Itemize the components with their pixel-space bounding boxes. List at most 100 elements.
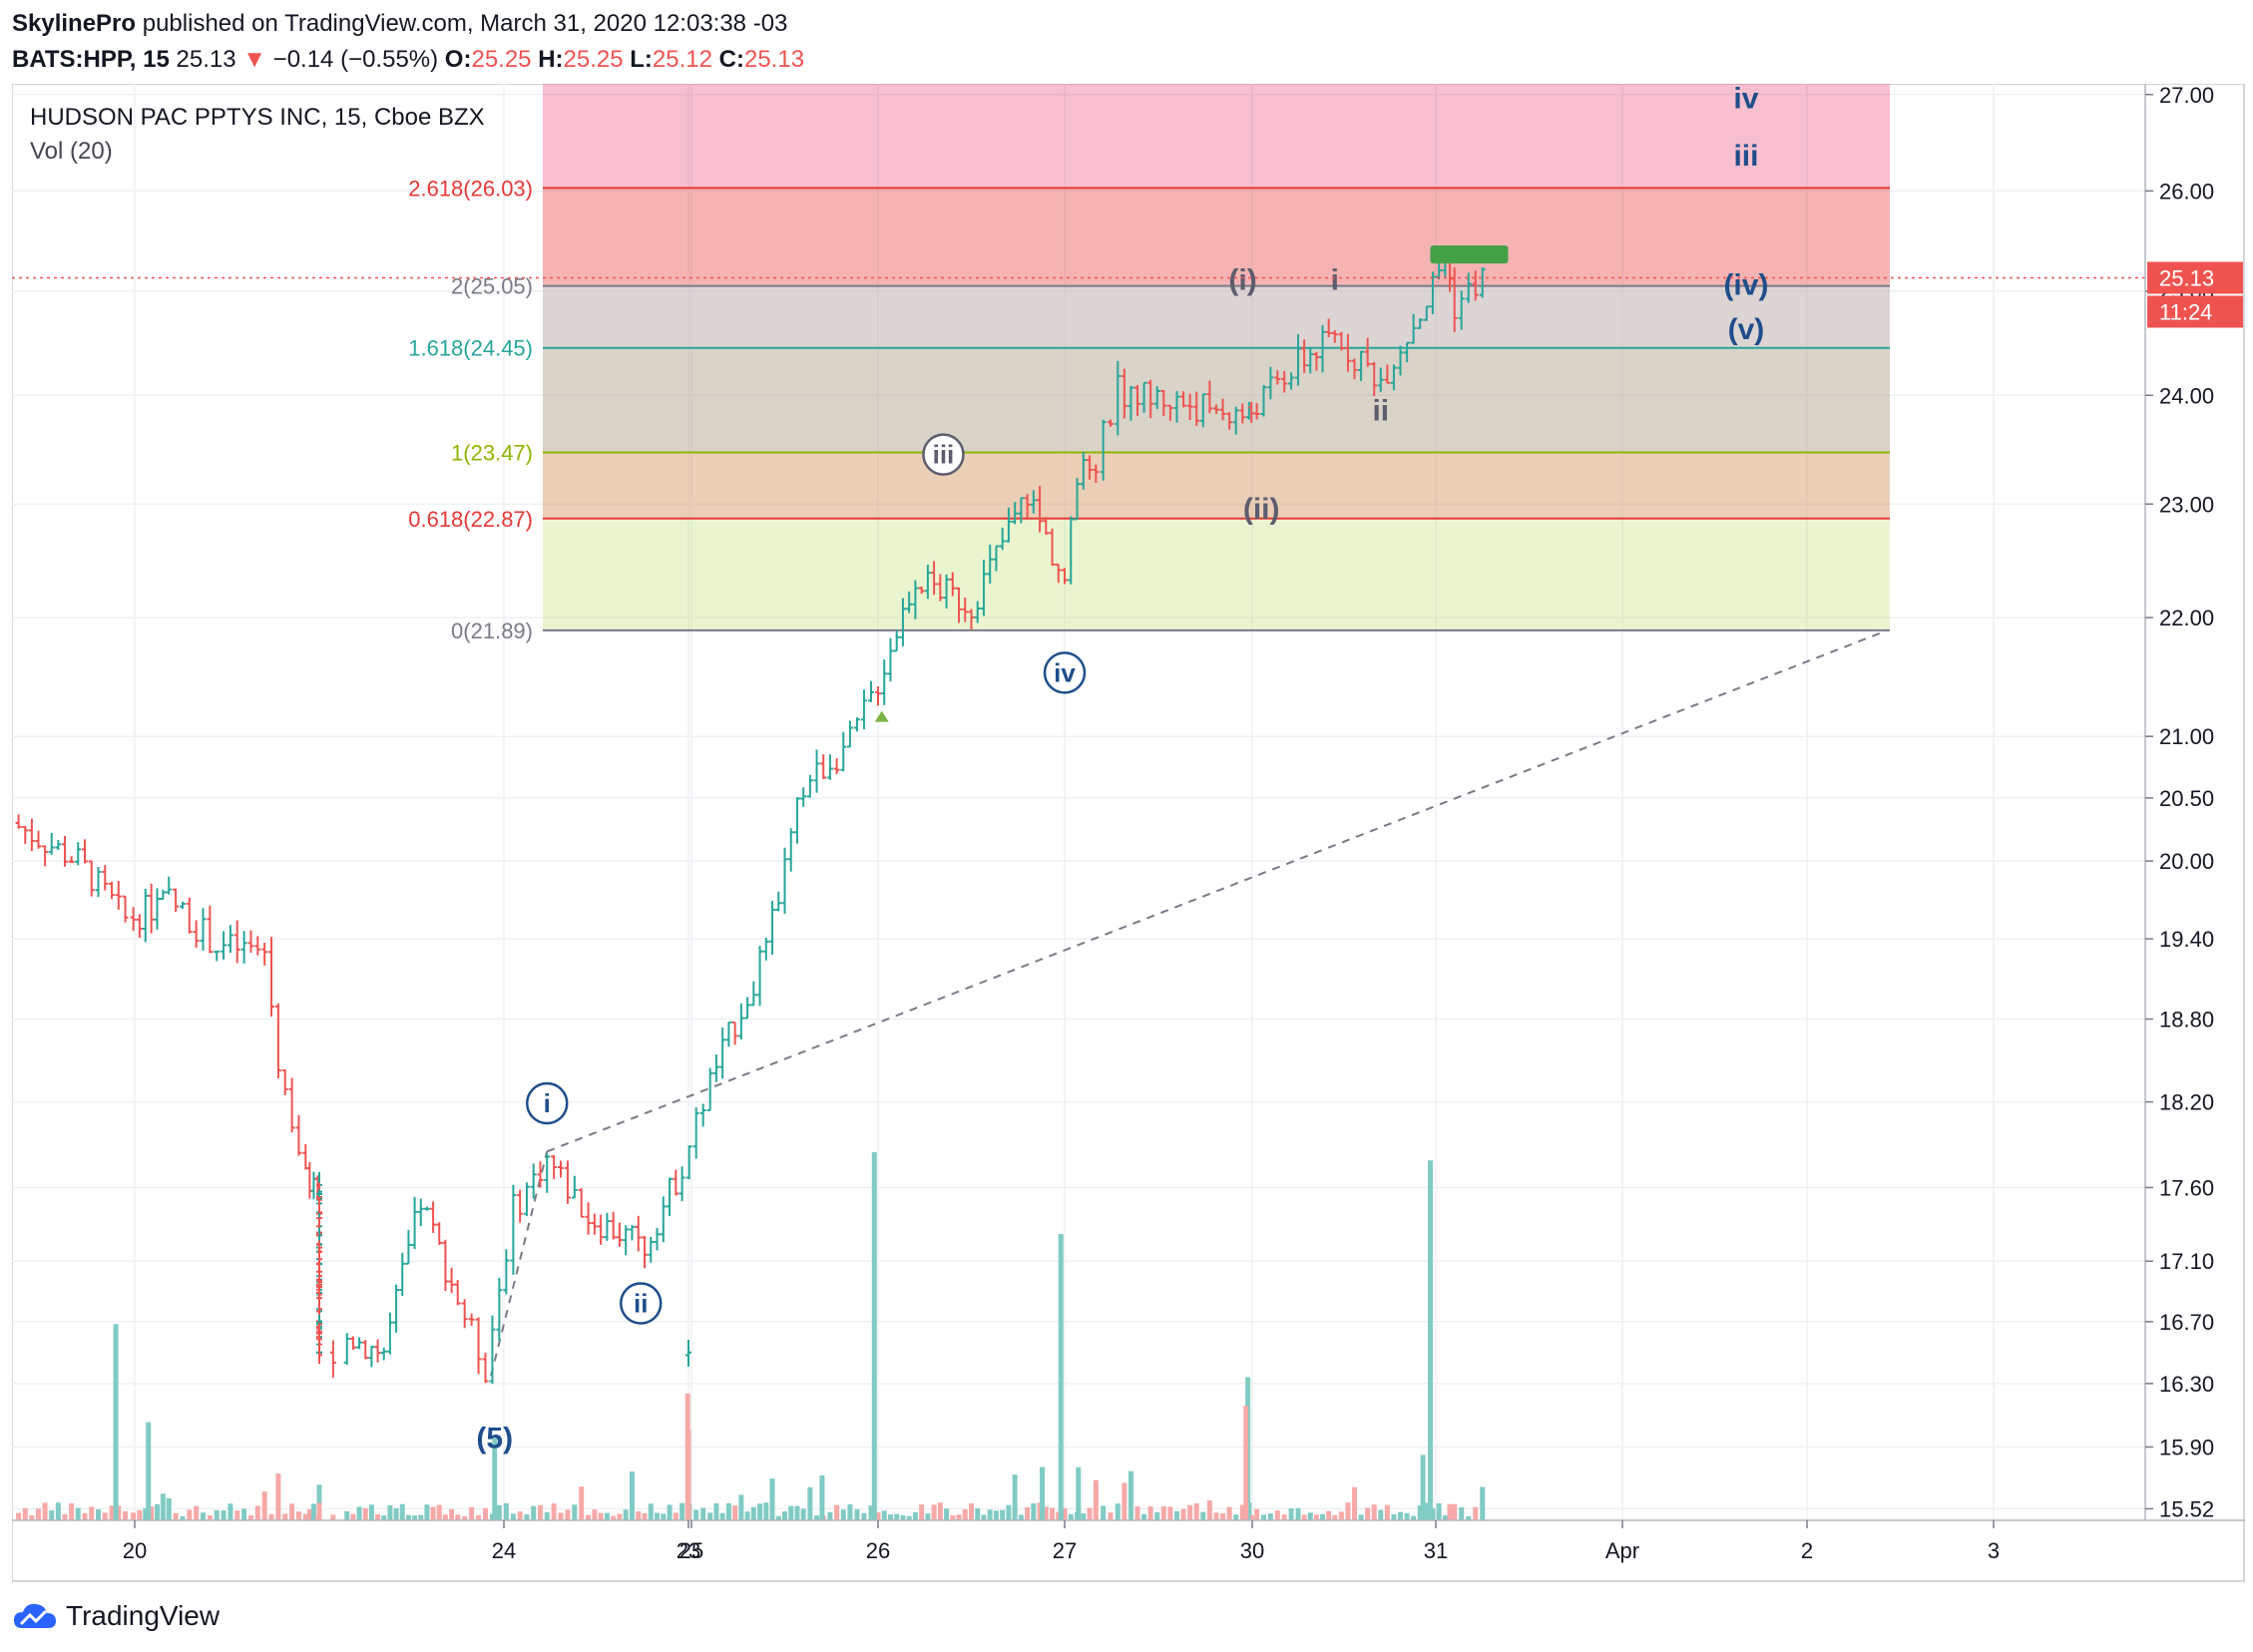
price-chart[interactable]: 2.618(26.03) 2(25.05) 1.618(24.45) 1(23.47)… <box>12 84 2245 1582</box>
price-tick-label: 16.70 <box>2159 1310 2214 1335</box>
volume-bar <box>375 1513 381 1520</box>
countdown-tag-label: 11:24 <box>2159 300 2212 325</box>
volume-bar <box>1006 1504 1012 1520</box>
volume-bar <box>430 1506 436 1520</box>
volume-bar <box>782 1511 787 1520</box>
volume-bar <box>1167 1506 1173 1520</box>
volume-bar <box>381 1515 387 1520</box>
volume-bar <box>744 1511 750 1520</box>
volume-bar <box>931 1504 937 1520</box>
price-tick-label: 15.52 <box>2159 1496 2214 1521</box>
volume-bar <box>173 1512 179 1520</box>
wave-label: (iv) <box>1723 269 1768 302</box>
volume-bar <box>1384 1504 1390 1520</box>
volume-bar <box>1313 1514 1319 1520</box>
volume-bar <box>1141 1513 1147 1520</box>
volume-bar <box>75 1507 81 1520</box>
volume-bar <box>750 1506 756 1520</box>
volume-bar <box>469 1506 475 1520</box>
volume-bar <box>1436 1502 1442 1520</box>
volume-bar <box>496 1504 502 1520</box>
volume-bar <box>82 1512 88 1520</box>
footer: TradingView <box>12 1596 411 1640</box>
volume-bar <box>648 1503 654 1520</box>
wave-circle <box>922 433 965 476</box>
quote-line: BATS:HPP, 15 25.13 ▼ −0.14 (−0.55%) O:25… <box>12 46 804 74</box>
volume-spike <box>492 1439 498 1520</box>
volume-bar <box>732 1505 738 1520</box>
tradingview-brand[interactable]: TradingView <box>66 1600 221 1631</box>
volume-bar <box>166 1497 172 1520</box>
volume-bar <box>1459 1506 1465 1520</box>
wave-label: i <box>1331 264 1339 297</box>
fib-extension: 2.618(26.03) 2(25.05) 1.618(24.45) 1(23.47)… <box>408 84 1890 643</box>
volume-bar <box>131 1512 137 1520</box>
volume-bar <box>894 1513 900 1520</box>
volume-bar <box>537 1504 543 1520</box>
volume-bar <box>861 1512 867 1520</box>
volume-bar <box>1254 1508 1260 1520</box>
price-tick-label: 20.00 <box>2159 849 2214 874</box>
volume-bar <box>306 1508 312 1520</box>
volume-bar <box>707 1512 713 1520</box>
volume-bar <box>1365 1507 1371 1520</box>
volume-spike <box>684 1393 690 1520</box>
wave-label: (ii) <box>1243 493 1280 526</box>
wave-label: ii <box>634 1288 648 1318</box>
close-value: 25.13 <box>743 46 805 73</box>
wave-circle <box>619 1282 663 1325</box>
wave-label: ii <box>1372 394 1389 427</box>
price-tick-label: 21.00 <box>2159 724 2214 749</box>
fib-zone <box>543 347 1890 453</box>
volume-bar <box>1301 1514 1307 1520</box>
volume-bar <box>1206 1500 1212 1520</box>
volume-bar <box>412 1515 418 1520</box>
volume-bar <box>405 1514 411 1520</box>
volume-bar <box>1480 1486 1486 1520</box>
volume-bar <box>137 1509 143 1520</box>
last-price-tag <box>2147 261 2243 294</box>
fib-level-label: 1.618(24.45) <box>408 336 533 361</box>
volume-bar <box>1345 1502 1351 1520</box>
volume-bar <box>455 1514 461 1520</box>
volume-bar <box>449 1508 455 1520</box>
price-tick-label: 26.00 <box>2159 179 2214 204</box>
publisher-name[interactable]: SkylinePro <box>12 10 137 37</box>
price-tick-label: 15.90 <box>2159 1435 2214 1459</box>
volume-bar <box>1332 1514 1338 1520</box>
volume-bar <box>1404 1512 1410 1520</box>
volume-bar <box>1025 1506 1031 1520</box>
volume-bar <box>1012 1474 1018 1520</box>
wave-label: iv <box>1054 657 1076 687</box>
volume-bar <box>510 1513 516 1520</box>
chart-area[interactable]: 2.618(26.03) 2(25.05) 1.618(24.45) 1(23.47)… <box>12 84 2245 1582</box>
volume-bar <box>725 1503 731 1520</box>
open-value: 25.25 <box>471 46 532 73</box>
volume-bar <box>598 1512 604 1520</box>
volume-bar <box>1352 1486 1358 1520</box>
volume-bar <box>1187 1504 1193 1520</box>
volume-bar <box>1087 1507 1093 1520</box>
volume-bar <box>807 1486 813 1520</box>
fib-level-label: 2(25.05) <box>451 274 533 299</box>
price-bars <box>15 249 1486 1385</box>
volume-bar <box>1173 1510 1179 1520</box>
volume-bar <box>738 1494 744 1520</box>
volume-bar <box>981 1514 987 1520</box>
volume-bar <box>102 1512 108 1520</box>
volume-bar <box>925 1513 931 1520</box>
volume-bar <box>362 1507 368 1520</box>
volume-bar <box>667 1504 673 1520</box>
volume-bar <box>42 1502 48 1520</box>
time-tick-label: 31 <box>1424 1538 1448 1563</box>
volume-bar <box>187 1509 193 1520</box>
volume-bar <box>1134 1506 1140 1520</box>
volume-bar <box>399 1503 405 1520</box>
volume-bar <box>1281 1514 1287 1520</box>
volume-bar <box>1018 1514 1024 1520</box>
volume-bar <box>16 1512 22 1520</box>
volume-bar <box>436 1504 442 1520</box>
fib-zone <box>543 518 1890 630</box>
tradingview-cloud-icon[interactable] <box>12 1600 58 1634</box>
